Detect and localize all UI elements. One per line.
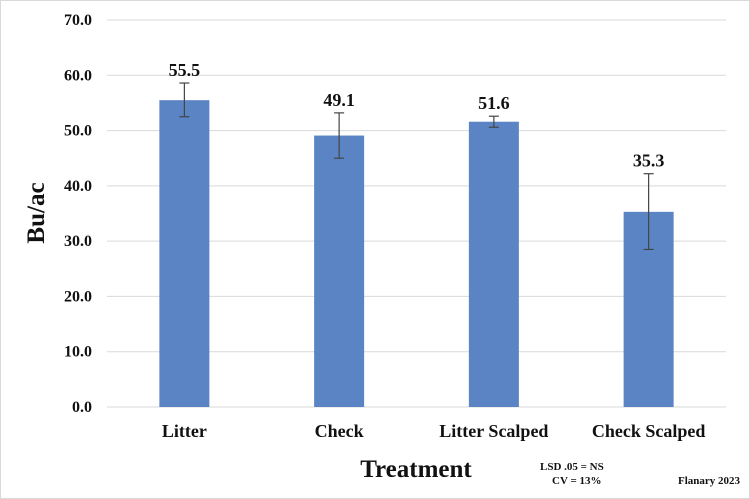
category-label: Check [315, 421, 364, 441]
data-label: 51.6 [478, 93, 510, 113]
category-label: Litter [162, 421, 207, 441]
y-tick-label: 0.0 [72, 399, 92, 416]
y-tick-label: 40.0 [64, 178, 92, 195]
y-axis-title: Bu/ac [23, 182, 50, 243]
bars [159, 100, 674, 408]
x-axis-title: Treatment [360, 456, 472, 483]
y-tick-label: 50.0 [64, 123, 92, 140]
bar [468, 121, 519, 408]
y-tick-label: 10.0 [64, 344, 92, 361]
bar [314, 135, 365, 407]
lsd-note: LSD .05 = NS [540, 461, 604, 473]
bar [159, 100, 210, 408]
y-tick-label: 60.0 [64, 67, 92, 84]
x-axis-categories: Litter Check Litter Scalped Check Scalped [162, 421, 706, 441]
data-labels: 55.5 49.1 51.6 35.3 [169, 60, 665, 171]
data-label: 35.3 [633, 151, 665, 171]
cv-note: CV = 13% [552, 475, 601, 487]
category-label: Litter Scalped [439, 421, 548, 441]
data-label: 55.5 [169, 60, 201, 80]
y-axis-ticks: 0.0 10.0 20.0 30.0 40.0 50.0 60.0 70.0 [64, 12, 92, 416]
y-tick-label: 70.0 [64, 12, 92, 29]
y-tick-label: 20.0 [64, 288, 92, 305]
y-tick-label: 30.0 [64, 233, 92, 250]
credit-note: Flanary 2023 [678, 475, 741, 487]
data-label: 49.1 [323, 90, 355, 110]
category-label: Check Scalped [592, 421, 706, 441]
gridlines [107, 19, 726, 408]
error-bars [179, 82, 654, 251]
